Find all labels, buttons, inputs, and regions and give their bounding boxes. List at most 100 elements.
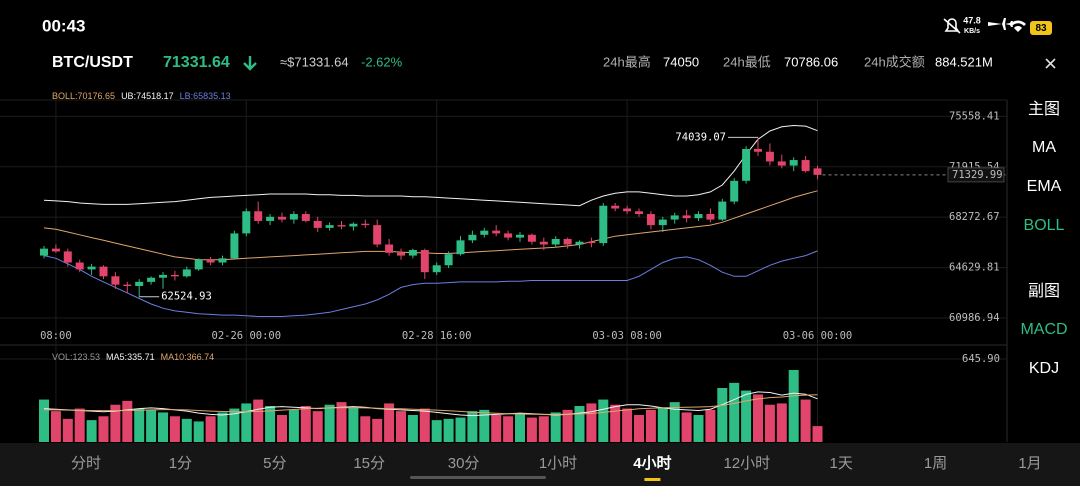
candle-body: [313, 220, 322, 228]
candle-body: [623, 208, 632, 212]
candle-body: [170, 274, 179, 277]
candle-body: [325, 225, 334, 228]
tabs: 分时 1分 5分 15分 30分 1小时 4小时 12小时 1天 1周 1月: [71, 455, 1042, 481]
volume-bar: [277, 415, 287, 442]
interval-tab[interactable]: 4小时: [633, 455, 671, 472]
candle-body: [218, 258, 227, 263]
indicator-option[interactable]: BOLL: [1024, 217, 1065, 234]
candle-body: [182, 269, 191, 277]
volume-bar: [62, 418, 73, 442]
interval-tab[interactable]: 5分: [263, 455, 286, 472]
candle-body: [599, 205, 608, 244]
indicator-option[interactable]: KDJ: [1029, 360, 1059, 377]
indicator-option[interactable]: EMA: [1027, 178, 1062, 195]
legend-name: MA10:: [161, 352, 187, 362]
volume-bar: [741, 390, 752, 442]
interval-tab[interactable]: 1周: [924, 455, 947, 472]
down-arrow: [243, 56, 257, 71]
volume-bar: [229, 408, 240, 442]
candle-body: [349, 223, 358, 227]
volume-bar: [657, 407, 668, 442]
candle-body: [242, 211, 251, 234]
legend-name: MA5:: [106, 352, 127, 362]
candle-body: [754, 148, 762, 152]
indicator-option[interactable]: MACD: [1020, 321, 1067, 338]
candle-body: [420, 250, 429, 273]
interval-tab[interactable]: 15分: [353, 455, 385, 472]
volume-bar: [158, 412, 168, 442]
last-price-box: [947, 167, 1005, 183]
x-tick-label: 02-28 16:00: [402, 330, 472, 342]
volume-bar: [610, 404, 621, 442]
volume-bar: [74, 408, 85, 442]
candle-body: [777, 161, 786, 166]
legend-value: 70176.65: [78, 91, 116, 101]
legend-name: UB:: [121, 91, 136, 101]
y-tick-label: 68272.67: [949, 211, 1000, 223]
volume-bar: [503, 416, 514, 442]
interval-tab[interactable]: 1天: [830, 455, 853, 472]
interval-tab[interactable]: 12小时: [723, 455, 770, 472]
volume-bar: [407, 415, 418, 442]
volume-bar: [169, 416, 180, 442]
candle-body: [813, 168, 822, 175]
high-value: 74050: [663, 54, 699, 69]
volume-bar: [550, 412, 561, 442]
candle-body: [123, 284, 132, 287]
legend-name: BOLL:: [52, 91, 78, 101]
candle-body: [801, 160, 810, 172]
volume-bar: [776, 403, 787, 442]
close-button[interactable]: [1045, 58, 1056, 69]
candle-body: [206, 259, 215, 263]
candle-body: [682, 215, 691, 219]
candle-body: [111, 276, 120, 285]
mute-icon: [943, 18, 961, 34]
candle-body: [301, 214, 310, 221]
legend-name: VOL:: [52, 352, 73, 362]
boll-line: [43, 124, 818, 207]
interval-tab[interactable]: 1小时: [539, 455, 577, 472]
legend-value: 74518.17: [136, 91, 174, 101]
volume-bar: [705, 409, 716, 442]
volume-bar: [217, 412, 228, 442]
boll-line: [43, 250, 818, 317]
candle-body: [646, 214, 655, 226]
candle-body: [432, 265, 441, 273]
candle-body: [575, 241, 584, 245]
interval-tab[interactable]: 1分: [169, 455, 192, 472]
volume-bar: [645, 409, 656, 442]
amount-value: 884.521M: [935, 54, 993, 69]
volume-legend: VOL:123.53 MA5:335.71 MA10:366.74: [52, 352, 214, 362]
high-label: 24h最高: [603, 54, 651, 69]
candle-body: [527, 234, 536, 242]
airplane-icon: [988, 18, 1013, 30]
low-label: 24h最低: [723, 54, 771, 69]
volume-bar: [598, 399, 609, 442]
candle-body: [504, 233, 513, 238]
interval-tab[interactable]: 分时: [71, 455, 101, 472]
last-price: 71331.64: [163, 54, 230, 71]
battery-level: 83: [1035, 23, 1047, 34]
volume-bar: [455, 417, 466, 442]
candle-body: [63, 251, 72, 263]
sidebar-title: 副图: [1028, 282, 1060, 300]
interval-tab[interactable]: 30分: [448, 455, 480, 472]
candle-body: [706, 214, 715, 220]
volume-bar: [467, 411, 478, 442]
low-annotation: 62524.93: [161, 291, 212, 303]
volume-bar: [681, 412, 692, 442]
candle-body: [194, 259, 203, 270]
volume-bar: [205, 416, 216, 442]
last-price-label: 71329.99: [952, 169, 1003, 181]
volume-bar: [265, 406, 276, 442]
interval-tab[interactable]: 1月: [1018, 455, 1041, 472]
tab-underline: [644, 478, 661, 481]
sidebar: 主图 副图 MA EMA BOLL MACD KDJ: [1020, 100, 1067, 377]
indicator-option[interactable]: MA: [1032, 139, 1056, 156]
volume-bar: [288, 409, 299, 442]
clock: 00:43: [42, 16, 85, 35]
candle-body: [159, 274, 167, 278]
candle-body: [75, 262, 84, 270]
x-tick-label: 03-06 00:00: [783, 330, 853, 342]
volume-bar: [729, 382, 740, 442]
